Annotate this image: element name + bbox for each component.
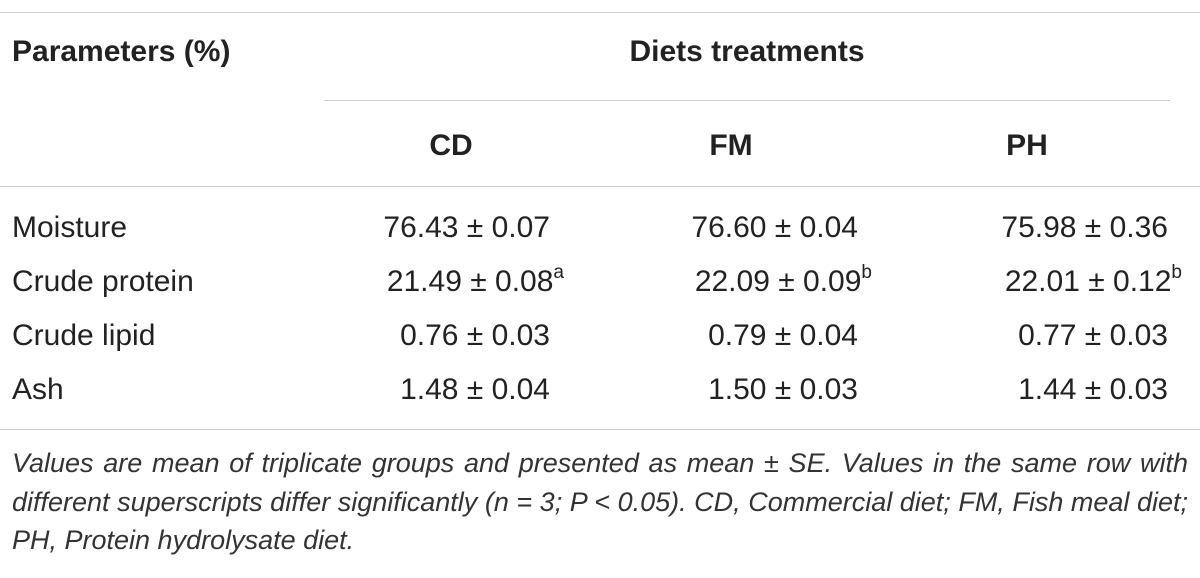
cell-crude-lipid-fm: 0.79 ± 0.04 xyxy=(708,319,858,352)
table-top-rule xyxy=(0,12,1200,13)
row-label-moisture: Moisture xyxy=(12,211,128,244)
cell-ash-cd: 1.48 ± 0.04 xyxy=(400,373,550,406)
table-footnote: Values are mean of triplicate groups and… xyxy=(12,448,1188,555)
cell-crude-lipid-cd: 0.76 ± 0.03 xyxy=(400,319,550,352)
cell-crude-lipid-ph: 0.77 ± 0.03 xyxy=(1018,319,1168,352)
cell-ash-ph: 1.44 ± 0.03 xyxy=(1018,373,1168,406)
row-label-ash: Ash xyxy=(12,373,64,406)
header-diets-treatments: Diets treatments xyxy=(629,35,865,68)
group-header-rule xyxy=(324,100,1170,101)
column-header-ph: PH xyxy=(1006,129,1048,162)
column-header-fm: FM xyxy=(709,129,753,162)
column-header-cd: CD xyxy=(429,129,473,162)
table-body-bottom-rule xyxy=(0,429,1200,430)
header-parameters: Parameters (%) xyxy=(12,35,231,68)
cell-moisture-cd: 76.43 ± 0.07 xyxy=(383,211,550,244)
cell-moisture-fm: 76.60 ± 0.04 xyxy=(691,211,858,244)
cell-crude-protein-cd: 21.49 ± 0.08a xyxy=(386,262,564,298)
header-bottom-rule xyxy=(0,186,1200,187)
cell-crude-protein-ph: 22.01 ± 0.12b xyxy=(1004,262,1182,298)
cell-crude-protein-fm: 22.09 ± 0.09b xyxy=(694,262,872,298)
row-label-crude-protein: Crude protein xyxy=(12,265,194,298)
cell-ash-fm: 1.50 ± 0.03 xyxy=(708,373,858,406)
row-label-crude-lipid: Crude lipid xyxy=(12,319,156,352)
cell-moisture-ph: 75.98 ± 0.36 xyxy=(1001,211,1168,244)
